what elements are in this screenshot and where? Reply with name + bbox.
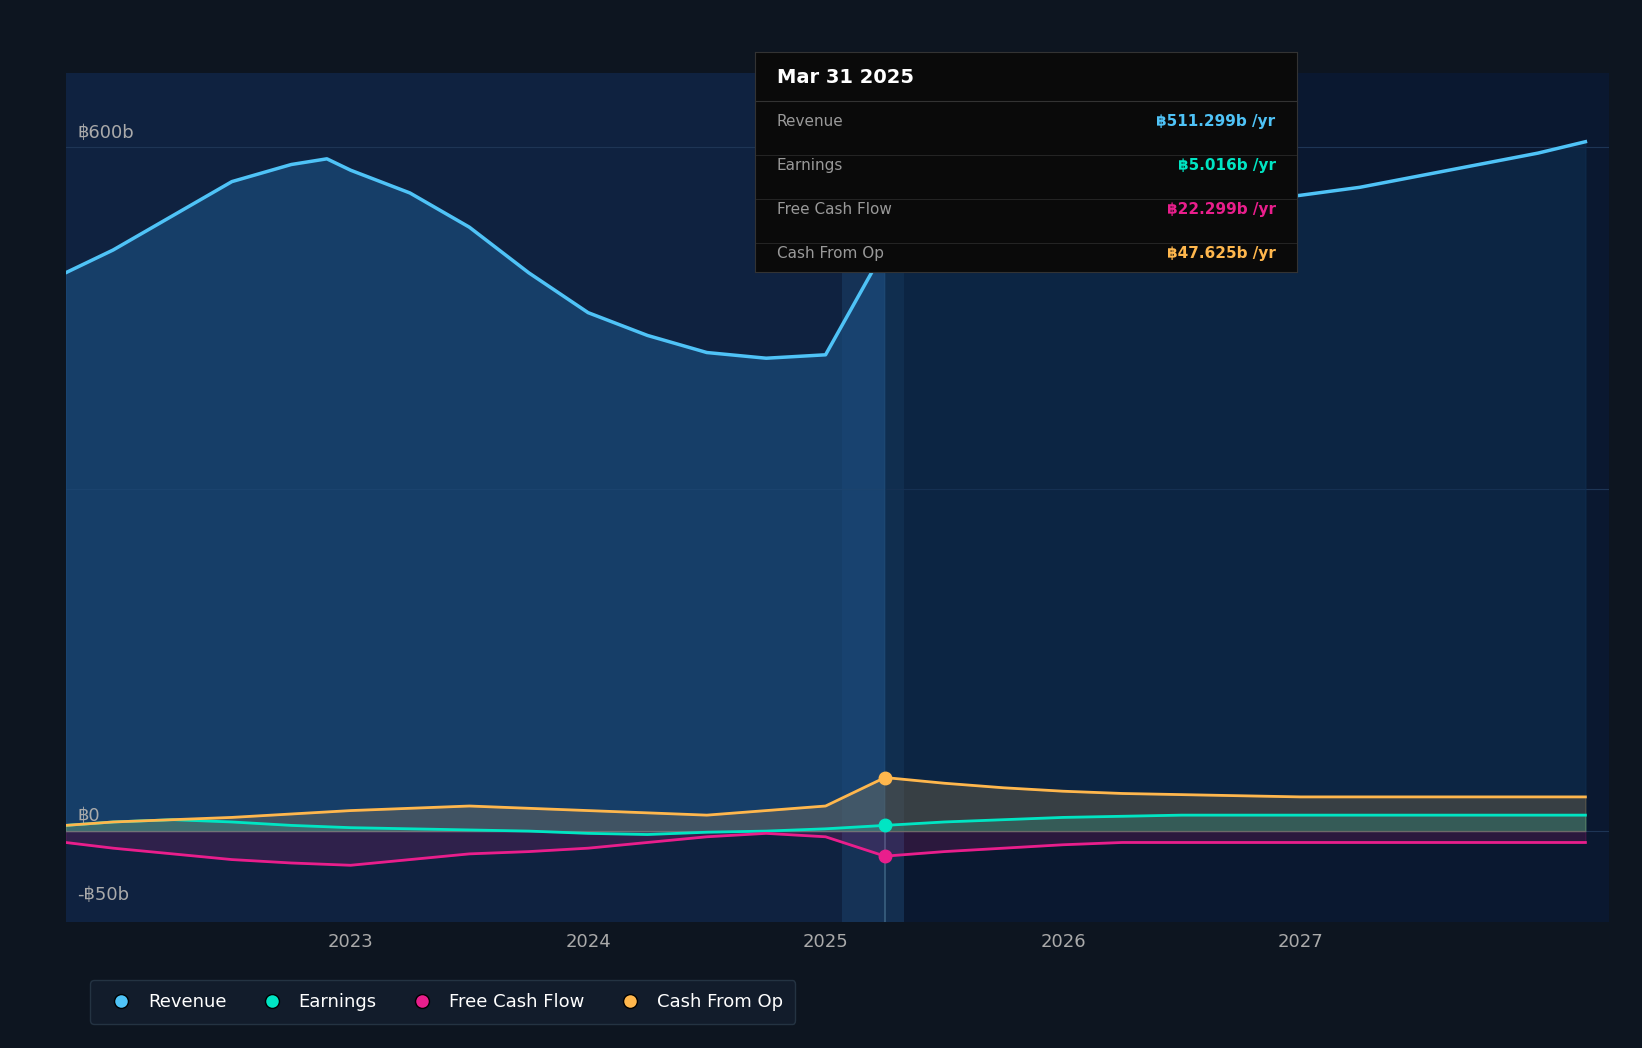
Bar: [66, 73, 885, 922]
Legend: Revenue, Earnings, Free Cash Flow, Cash From Op: Revenue, Earnings, Free Cash Flow, Cash …: [90, 980, 795, 1024]
Text: ฿0: ฿0: [77, 807, 100, 826]
Text: Past: Past: [810, 153, 857, 172]
Bar: [885, 73, 1609, 922]
Text: Mar 31 2025: Mar 31 2025: [777, 68, 915, 87]
Text: Free Cash Flow: Free Cash Flow: [777, 202, 892, 217]
Text: Revenue: Revenue: [777, 114, 844, 129]
Text: -฿50b: -฿50b: [77, 886, 130, 903]
Text: ฿5.016b /yr: ฿5.016b /yr: [1177, 158, 1276, 173]
Text: Earnings: Earnings: [777, 158, 844, 173]
Text: ฿600b: ฿600b: [77, 124, 135, 141]
Text: ฿22.299b /yr: ฿22.299b /yr: [1166, 202, 1276, 217]
Text: ฿511.299b /yr: ฿511.299b /yr: [1156, 114, 1276, 129]
Bar: [842, 73, 903, 922]
Text: ฿47.625b /yr: ฿47.625b /yr: [1166, 246, 1276, 261]
Text: Analysts Forecasts: Analysts Forecasts: [913, 153, 1095, 172]
Text: Cash From Op: Cash From Op: [777, 246, 883, 261]
